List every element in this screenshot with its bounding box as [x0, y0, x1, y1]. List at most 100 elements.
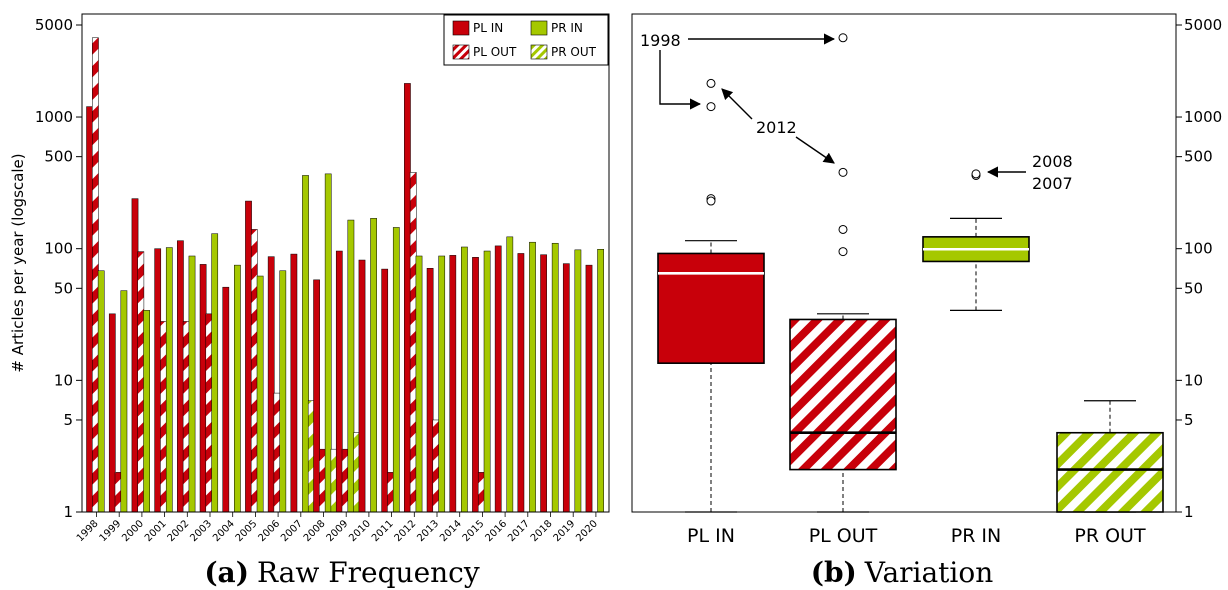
y-tick-label-left: 5000	[35, 16, 73, 34]
legend-swatch-pr-in	[530, 20, 548, 36]
x-tick-label-2016: 2016	[483, 518, 509, 544]
outlier-pl-out	[838, 167, 848, 177]
bar-pl-in-2013	[426, 268, 434, 513]
y-tick-label-right: 10	[1184, 371, 1203, 389]
boxplot-group	[657, 33, 1164, 513]
bar-pr-in-2010	[370, 218, 377, 513]
y-tick-label-right: 100	[1184, 240, 1213, 258]
y-tick-label-left: 10	[54, 371, 73, 389]
outlier-pl-in	[706, 196, 716, 206]
bar-pl-in-2007	[290, 253, 298, 513]
y-tick-label-right: 5	[1184, 411, 1194, 429]
caption-right: (b) Variation	[811, 556, 994, 589]
bar-pr-in-2013	[438, 255, 446, 513]
bar-pl-in-2008	[313, 279, 320, 513]
caption-left: (a) Raw Frequency	[204, 556, 480, 589]
caption-right-letter: (b)	[811, 556, 857, 589]
category-label-pl-in: PL IN	[687, 525, 735, 547]
annotations: 1998 2012 2008 2007	[640, 31, 1073, 193]
bar-pr-in-1999	[120, 290, 128, 513]
outlier-pl-in	[706, 102, 716, 112]
bar-pr-in-2001	[165, 247, 173, 513]
annotation-1998-arrow-pl-in	[659, 50, 702, 110]
y-tick-label-left: 1000	[35, 108, 73, 126]
x-tick-label-2002: 2002	[166, 518, 192, 544]
x-tick-label-2008: 2008	[302, 518, 328, 544]
x-tick-label-1998: 1998	[75, 518, 101, 544]
bar-pr-in-2009	[347, 219, 355, 513]
x-tick-label-2014: 2014	[438, 518, 464, 544]
legend: PL IN PR IN PL OUT PR OUT	[443, 14, 609, 66]
box-pl-out	[789, 318, 897, 471]
bar-pr-in-2020	[597, 249, 604, 513]
bar-pr-in-2011	[392, 227, 400, 513]
bar-pl-in-2019	[562, 263, 570, 513]
bar-pr-in-2003	[211, 233, 219, 513]
bar-pr-in-2006	[279, 270, 287, 513]
bar-pl-out-1998	[92, 37, 99, 513]
bar-pl-in-2017	[517, 253, 525, 513]
bar-pl-in-2006	[267, 256, 275, 513]
caption-right-text: Variation	[864, 556, 993, 589]
outlier-pl-out	[838, 247, 848, 257]
bar-pr-in-2000	[143, 310, 150, 513]
bar-pl-out-2012	[409, 172, 417, 513]
outlier-pl-out	[838, 224, 848, 234]
bar-pl-out-2015	[477, 472, 485, 513]
bar-pl-in-2012	[404, 83, 411, 513]
bar-pl-in-2005	[245, 200, 252, 513]
legend-label-pr-in: PR IN	[551, 21, 583, 35]
legend-box	[443, 14, 609, 66]
bar-pr-in-2016	[506, 236, 514, 513]
y-tick-label-right: 50	[1184, 279, 1203, 297]
x-tick-label-2010: 2010	[347, 518, 373, 544]
annotation-2012-arrow-pl-out	[795, 136, 835, 164]
bar-pl-in-2015	[472, 257, 479, 513]
annotation-2007-label: 2007	[1032, 174, 1073, 193]
x-tick-label-2018: 2018	[529, 518, 555, 544]
y-tick-label-right: 500	[1184, 148, 1213, 166]
bar-pr-in-1998	[97, 270, 105, 513]
y-axis-label: # Articles per year (logscale)	[9, 153, 27, 372]
y-axis-left: 1 5 10 50 100 500 1000 5000	[35, 16, 82, 521]
outlier-pr-in	[971, 169, 981, 179]
bar-pr-in-2014	[461, 246, 468, 513]
x-tick-label-2017: 2017	[506, 518, 532, 544]
legend-label-pl-in: PL IN	[473, 21, 503, 35]
y-tick-label-left: 100	[44, 240, 73, 258]
outlier-pl-out	[838, 33, 848, 43]
x-tick-label-2001: 2001	[143, 518, 169, 544]
annotation-2012-label: 2012	[756, 118, 797, 137]
x-tick-label-2011: 2011	[370, 518, 396, 544]
bar-pl-in-2014	[449, 255, 457, 513]
x-tick-label-2020: 2020	[574, 518, 600, 544]
y-tick-label-left: 500	[44, 148, 73, 166]
x-tick-label-2009: 2009	[325, 518, 351, 544]
bar-pl-out-2006	[273, 392, 281, 513]
bar-pr-in-2018	[551, 242, 559, 513]
box-pl-in	[657, 252, 765, 364]
bar-pl-out-2013	[432, 419, 440, 513]
bar-pl-in-1998	[86, 106, 93, 513]
legend-swatch-pl-out	[452, 44, 470, 60]
bar-series-group	[86, 37, 604, 513]
plot-frame-right	[631, 13, 1177, 513]
bar-pr-in-2019	[574, 249, 582, 513]
bar-pr-in-2017	[529, 241, 536, 513]
x-axis-years: 1998199920002001200220032004200520062007…	[75, 512, 600, 544]
bar-pl-in-2002	[177, 240, 184, 513]
bar-pl-out-2001	[160, 321, 167, 513]
y-tick-label-left: 50	[54, 279, 73, 297]
caption-left-letter: (a)	[204, 556, 249, 589]
y-tick-label-right: 1	[1184, 503, 1194, 521]
bar-pl-in-2003	[199, 264, 207, 513]
x-tick-label-2007: 2007	[279, 518, 305, 544]
legend-label-pr-out: PR OUT	[551, 45, 597, 59]
bar-pr-in-2002	[188, 255, 196, 513]
annotation-1998-label: 1998	[640, 31, 681, 50]
bar-pl-in-1999	[108, 313, 116, 513]
plot-frame-left	[81, 13, 610, 513]
legend-swatch-pl-in	[452, 20, 470, 36]
